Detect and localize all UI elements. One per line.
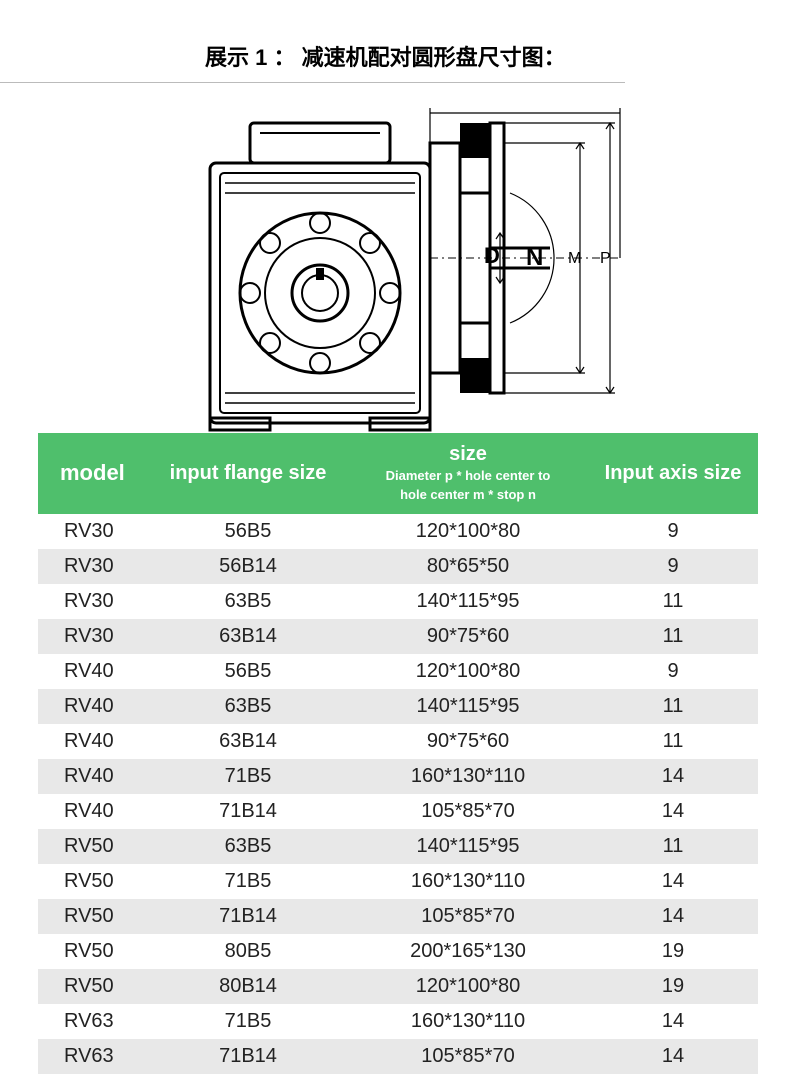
table-cell: 120*100*80	[348, 514, 588, 549]
table-cell: 19	[588, 969, 758, 1004]
page-title: 展示 1 ： 减速机配对圆形盘尺寸图：	[0, 0, 625, 83]
table-cell: 160*130*110	[348, 864, 588, 899]
table-row: RV5071B5160*130*11014	[38, 864, 758, 899]
table-row: RV3063B5140*115*9511	[38, 584, 758, 619]
th-axis: Input axis size	[588, 433, 758, 514]
dim-label-p: P	[600, 250, 611, 267]
table-cell: 9	[588, 514, 758, 549]
table-row: RV4056B5120*100*809	[38, 654, 758, 689]
table-row: RV5080B14120*100*8019	[38, 969, 758, 1004]
table-cell: RV50	[38, 934, 148, 969]
table-cell: RV40	[38, 794, 148, 829]
table-cell: 14	[588, 1039, 758, 1074]
table-cell: 14	[588, 1004, 758, 1039]
table-cell: 80B14	[148, 969, 348, 1004]
table-cell: RV63	[38, 1004, 148, 1039]
dim-label-n: N	[526, 244, 543, 271]
table-cell: 105*85*70	[348, 1039, 588, 1074]
table-cell: 80B5	[148, 934, 348, 969]
table-cell: RV63	[38, 1039, 148, 1074]
table-cell: RV50	[38, 829, 148, 864]
table-row: RV5071B14105*85*7014	[38, 899, 758, 934]
table-cell: RV40	[38, 689, 148, 724]
table-cell: 63B5	[148, 689, 348, 724]
table-cell: 160*130*110	[348, 1004, 588, 1039]
table-cell: 56B5	[148, 654, 348, 689]
table-cell: 63B14	[148, 724, 348, 759]
table-cell: 71B14	[148, 1039, 348, 1074]
table-cell: 14	[588, 864, 758, 899]
table-cell: RV40	[38, 759, 148, 794]
table-cell: 71B14	[148, 899, 348, 934]
table-row: RV6371B14105*85*7014	[38, 1039, 758, 1074]
table-cell: 160*130*110	[348, 759, 588, 794]
table-cell: RV50	[38, 899, 148, 934]
table-cell: 56B14	[148, 549, 348, 584]
th-size-sub2: hole center m * stop n	[356, 487, 580, 504]
th-model: model	[38, 433, 148, 514]
table-cell: 200*165*130	[348, 934, 588, 969]
table-row: RV3056B1480*65*509	[38, 549, 758, 584]
th-flange: input flange size	[148, 433, 348, 514]
table-row: RV3063B1490*75*6011	[38, 619, 758, 654]
table-body: RV3056B5120*100*809RV3056B1480*65*509RV3…	[38, 514, 758, 1074]
table-cell: 105*85*70	[348, 794, 588, 829]
table-cell: 11	[588, 829, 758, 864]
table-cell: 14	[588, 759, 758, 794]
table-header-row: model input flange size size Diameter p …	[38, 433, 758, 514]
table-row: RV5063B5140*115*9511	[38, 829, 758, 864]
table-cell: 140*115*95	[348, 584, 588, 619]
table-row: RV4071B14105*85*7014	[38, 794, 758, 829]
table-row: RV3056B5120*100*809	[38, 514, 758, 549]
table-cell: 9	[588, 549, 758, 584]
table-row: RV4063B1490*75*6011	[38, 724, 758, 759]
table-cell: 14	[588, 794, 758, 829]
dim-label-m: M	[568, 250, 581, 267]
table-cell: 56B5	[148, 514, 348, 549]
table-cell: RV30	[38, 619, 148, 654]
table-cell: RV30	[38, 584, 148, 619]
dim-label-d: D	[484, 243, 500, 268]
th-size-sub1: Diameter p * hole center to	[356, 468, 580, 485]
table-cell: 71B5	[148, 759, 348, 794]
table-cell: 63B5	[148, 584, 348, 619]
table-cell: 105*85*70	[348, 899, 588, 934]
table-cell: 63B5	[148, 829, 348, 864]
table-cell: 11	[588, 689, 758, 724]
th-size-main: size	[449, 443, 487, 465]
table-cell: RV30	[38, 549, 148, 584]
table-cell: 120*100*80	[348, 654, 588, 689]
table-cell: 80*65*50	[348, 549, 588, 584]
table-cell: RV40	[38, 724, 148, 759]
gearbox-diagram-icon: D N M P	[200, 83, 630, 433]
table-cell: 9	[588, 654, 758, 689]
table-cell: 90*75*60	[348, 724, 588, 759]
table-cell: 120*100*80	[348, 969, 588, 1004]
table-cell: RV40	[38, 654, 148, 689]
table-cell: 90*75*60	[348, 619, 588, 654]
table-cell: 140*115*95	[348, 829, 588, 864]
table-cell: 11	[588, 584, 758, 619]
table-cell: 71B14	[148, 794, 348, 829]
table-row: RV5080B5200*165*13019	[38, 934, 758, 969]
table-cell: 63B14	[148, 619, 348, 654]
th-size: size Diameter p * hole center to hole ce…	[348, 433, 588, 514]
table-row: RV4071B5160*130*11014	[38, 759, 758, 794]
table-cell: RV50	[38, 864, 148, 899]
table-cell: RV30	[38, 514, 148, 549]
sizing-table: model input flange size size Diameter p …	[38, 433, 758, 1074]
diagram-area: D N M P	[0, 83, 790, 433]
table-cell: 140*115*95	[348, 689, 588, 724]
table-cell: 71B5	[148, 864, 348, 899]
table-cell: 19	[588, 934, 758, 969]
table-row: RV4063B5140*115*9511	[38, 689, 758, 724]
table-cell: 11	[588, 724, 758, 759]
table-cell: 14	[588, 899, 758, 934]
table-cell: 11	[588, 619, 758, 654]
table-row: RV6371B5160*130*11014	[38, 1004, 758, 1039]
table-cell: RV50	[38, 969, 148, 1004]
table-cell: 71B5	[148, 1004, 348, 1039]
